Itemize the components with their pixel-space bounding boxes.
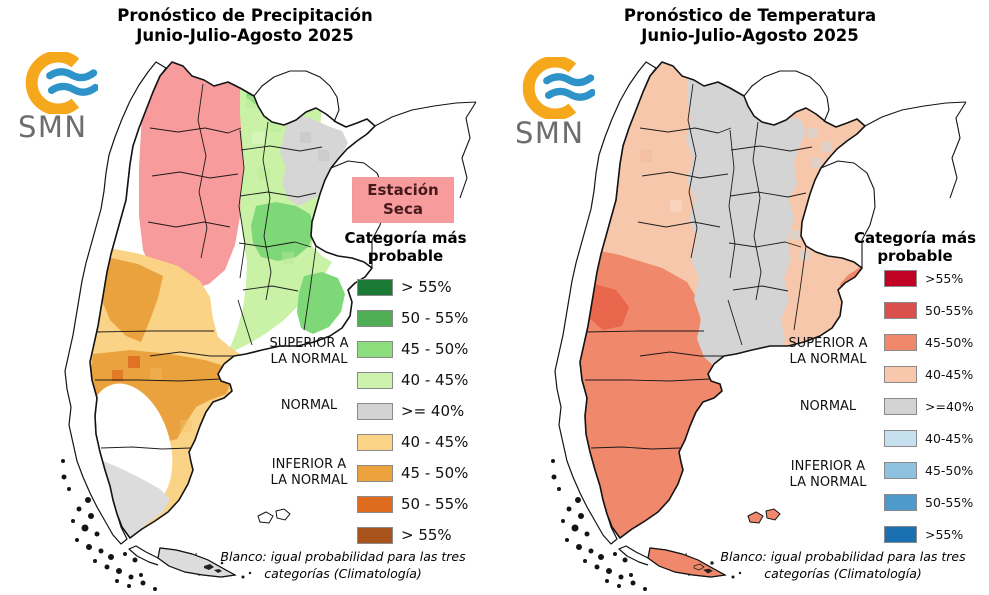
temp-group-above-normal: SUPERIOR A LA NORMAL [788,336,868,367]
smn-logo-icon [522,57,595,119]
legend-label: 40-45% [925,431,974,446]
precipitation-title-line1: Pronóstico de Precipitación [117,6,373,25]
legend-item: 40-45% [884,366,973,383]
region-below-normal-deep-pixel [128,356,140,368]
precipitation-map [61,56,476,591]
legend-label: 50 - 55% [401,309,469,327]
legend-label: 45-50% [925,335,974,350]
legend-label: >= 40% [401,402,465,420]
legend-label: >55% [925,271,964,286]
legend-item: >= 40% [357,402,464,420]
legend-item: 40-45% [884,430,973,447]
temperature-title: Pronóstico de Temperatura Junio-Julio-Ag… [565,6,935,46]
legend-item: 45-50% [884,334,973,351]
temp-group-normal: NORMAL [799,399,857,414]
south-islets [693,561,714,574]
legend-item: >55% [884,270,963,287]
legend-label: > 55% [401,526,452,544]
legend-swatch [884,494,917,511]
legend-swatch [884,462,917,479]
legend-label: >=40% [925,399,974,414]
legend-label: 45 - 50% [401,464,469,482]
region-above-normal-mid-2 [297,272,345,334]
precip-group-normal: NORMAL [280,398,338,413]
precip-legend-heading: Categoría más probable [344,229,467,265]
legend-item: 50-55% [884,494,973,511]
legend-item: 50 - 55% [357,495,468,513]
legend-label: 50 - 55% [401,495,469,513]
region-below-normal-deep-pixel [112,370,123,381]
legend-item: > 55% [357,526,452,544]
legend-swatch [884,334,917,351]
precip-footnote: Blanco: igual probabilidad para las tres… [220,549,466,581]
malvinas-islands [257,508,291,524]
legend-label: 45-50% [925,463,974,478]
legend-item: >55% [884,526,963,543]
legend-item: >=40% [884,398,974,415]
smn-logo-text: SMN [515,116,585,150]
precip-group-below-normal: INFERIOR A LA NORMAL [270,457,348,488]
precip-group-above-normal: SUPERIOR A LA NORMAL [269,336,349,367]
legend-item: 40 - 45% [357,371,468,389]
legend-swatch [884,398,917,415]
legend-item: 45-50% [884,462,973,479]
legend-swatch [357,278,393,296]
region-dry-season [139,62,246,290]
legend-swatch [357,495,393,513]
legend-item: 50 - 55% [357,309,468,327]
legend-swatch [357,433,393,451]
legend-swatch [357,371,393,389]
temp-legend: >55% 50-55% 45-50% 40-45% >=40% 40-45% 45-50% 5… [884,270,989,560]
legend-label: 45 - 50% [401,340,469,358]
legend-label: 40 - 45% [401,433,469,451]
temp-footnote: Blanco: igual probabilidad para las tres… [720,549,966,581]
temp-legend-heading: Categoría más probable [853,229,977,265]
legend-swatch [884,526,917,543]
legend-label: 40 - 45% [401,371,469,389]
legend-swatch [357,309,393,327]
legend-swatch [357,340,393,358]
south-islets [204,561,224,573]
legend-swatch [884,430,917,447]
region-below-normal-mid-1 [99,256,163,342]
legend-item: 40 - 45% [357,433,468,451]
legend-label: >55% [925,527,964,542]
legend-swatch [884,270,917,287]
precipitation-title: Pronóstico de Precipitación Junio-Julio-… [60,6,430,46]
legend-swatch [357,464,393,482]
smn-logo-text: SMN [18,110,88,144]
legend-item: > 55% [357,278,452,296]
temp-group-below-normal: INFERIOR A LA NORMAL [789,459,867,490]
precip-legend: > 55% 50 - 55% 45 - 50% 40 - 45% >= 40% 40 - … [357,278,487,558]
temperature-title-line2: Junio-Julio-Agosto 2025 [641,26,859,45]
legend-item: 50-55% [884,302,973,319]
legend-label: 50-55% [925,495,974,510]
smn-logo-icon [25,52,98,114]
legend-label: 40-45% [925,367,974,382]
malvinas-islands [747,508,781,524]
region-normal-gray-center [686,62,806,381]
legend-swatch [884,302,917,319]
legend-swatch [357,402,393,420]
legend-label: 50-55% [925,303,974,318]
legend-label: > 55% [401,278,452,296]
legend-swatch [357,526,393,544]
legend-item: 45 - 50% [357,464,468,482]
precipitation-title-line2: Junio-Julio-Agosto 2025 [136,26,354,45]
grid-texture [150,96,329,432]
dry-season-badge: Estación Seca [352,177,454,223]
temperature-title-line1: Pronóstico de Temperatura [623,6,877,25]
legend-item: 45 - 50% [357,340,468,358]
legend-swatch [884,366,917,383]
